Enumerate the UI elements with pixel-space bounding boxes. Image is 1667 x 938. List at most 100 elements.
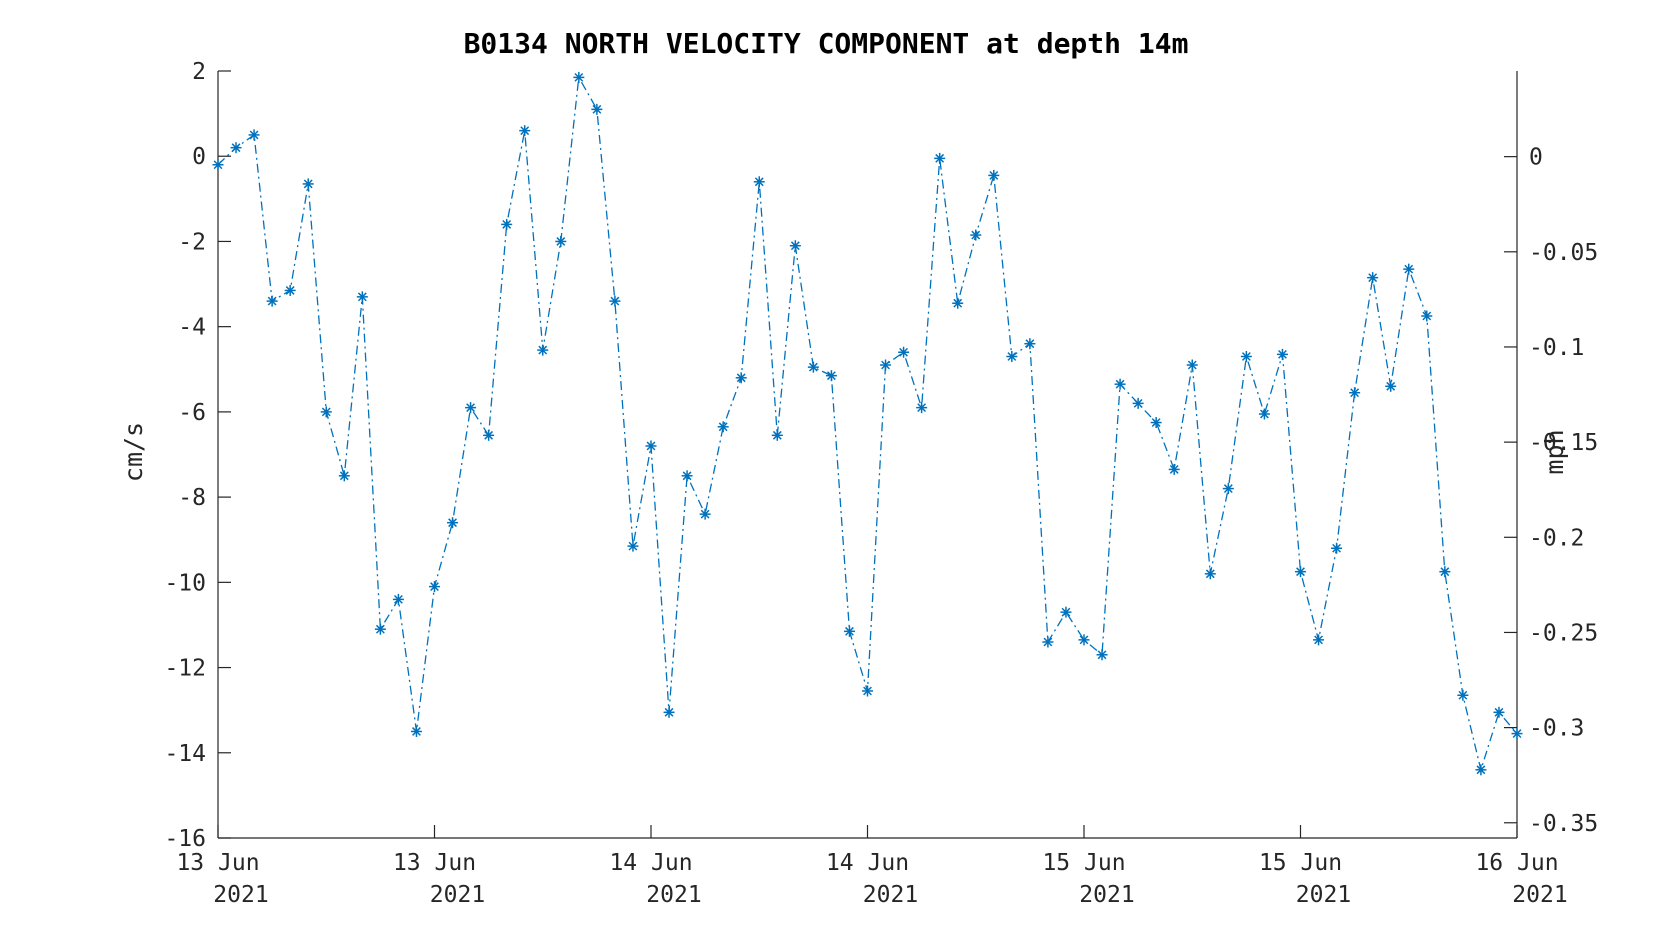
- marker-stroke: [881, 360, 890, 370]
- marker-stroke: [718, 422, 728, 432]
- marker-stroke: [375, 624, 385, 634]
- data-point-marker: [284, 284, 296, 296]
- series-line: [217, 75, 1518, 773]
- y-tick-label-left: -10: [164, 570, 206, 596]
- marker-stroke: [646, 441, 656, 451]
- data-point-marker: [483, 429, 495, 441]
- data-point-marker: [591, 103, 603, 115]
- data-point-marker: [789, 240, 801, 252]
- marker-stroke: [231, 143, 241, 153]
- x-tick-label-year: 2021: [213, 882, 268, 908]
- data-point-marker: [1240, 350, 1252, 362]
- y-axis-label-left: cm/s: [119, 422, 148, 482]
- x-tick-label-date: 16 Jun: [1475, 850, 1558, 876]
- marker-stroke: [213, 160, 223, 170]
- marker-stroke: [357, 292, 367, 302]
- data-point-marker: [825, 370, 837, 382]
- data-point-marker: [898, 346, 910, 358]
- marker-stroke: [249, 130, 259, 140]
- marker-stroke: [1043, 637, 1053, 647]
- data-point-marker: [1295, 566, 1306, 578]
- marker-stroke: [1025, 339, 1035, 349]
- data-point-marker: [410, 725, 422, 737]
- y-tick-label-left: -6: [178, 400, 206, 426]
- data-series: [212, 71, 1523, 776]
- data-point-marker: [1114, 378, 1126, 390]
- marker-stroke: [628, 541, 638, 551]
- marker-stroke: [1296, 567, 1305, 577]
- y-tick-label-left: -14: [164, 741, 206, 767]
- y-tick-label-left: 2: [192, 59, 206, 85]
- marker-stroke: [1368, 273, 1378, 283]
- data-point-marker: [988, 169, 1000, 181]
- y-tick-label-left: -2: [178, 229, 206, 255]
- marker-stroke: [700, 509, 710, 519]
- data-point-marker: [266, 295, 278, 307]
- marker-stroke: [1259, 409, 1269, 419]
- data-point-marker: [1150, 417, 1162, 429]
- marker-stroke: [1494, 707, 1504, 717]
- marker-stroke: [1151, 418, 1161, 427]
- y-tick-label-left: -16: [164, 826, 206, 852]
- data-point-marker: [1313, 634, 1325, 646]
- data-point-marker: [320, 406, 332, 418]
- marker-stroke: [899, 347, 909, 357]
- marker-stroke: [1169, 464, 1179, 474]
- marker-stroke: [664, 707, 674, 717]
- marker-stroke: [267, 296, 277, 306]
- marker-stroke: [520, 126, 530, 136]
- marker-stroke: [610, 296, 620, 306]
- x-tick-label-date: 15 Jun: [1042, 850, 1125, 876]
- data-point-marker: [465, 402, 477, 414]
- data-point-marker: [609, 295, 621, 307]
- marker-stroke: [412, 727, 421, 736]
- marker-stroke: [772, 430, 782, 440]
- y-tick-label-right: -0.3: [1529, 716, 1584, 742]
- y-tick-label-right: -0.35: [1529, 811, 1598, 837]
- marker-stroke: [1476, 765, 1486, 775]
- marker-stroke: [303, 179, 313, 189]
- data-point-marker: [392, 593, 404, 605]
- axes: 2 0 -2 -4 -6 -8 -10 -12 -14 -16 0 -0.05 -0.1 -0.15 -0.…: [164, 59, 1598, 908]
- marker-stroke: [1205, 569, 1215, 579]
- x-tick-label-date: 14 Jun: [826, 850, 909, 876]
- data-point-marker: [1006, 350, 1018, 362]
- marker-stroke: [393, 594, 403, 604]
- data-point-marker: [1403, 263, 1415, 275]
- marker-stroke: [989, 170, 999, 180]
- marker-stroke: [321, 407, 331, 417]
- marker-stroke: [1314, 635, 1323, 645]
- x-tick-label-year: 2021: [1512, 882, 1567, 908]
- marker-stroke: [1133, 398, 1143, 408]
- data-point-marker: [1096, 649, 1108, 661]
- x-tick-label-date: 15 Jun: [1259, 850, 1342, 876]
- marker-stroke: [448, 518, 457, 528]
- data-point-marker: [1457, 689, 1469, 701]
- data-point-marker: [1258, 408, 1270, 420]
- data-point-marker: [1060, 606, 1072, 618]
- data-point-marker: [880, 359, 892, 371]
- marker-stroke: [1115, 379, 1125, 389]
- data-point-marker: [916, 402, 928, 414]
- marker-stroke: [1241, 352, 1251, 361]
- marker-stroke: [1350, 388, 1360, 398]
- marker-stroke: [826, 371, 836, 381]
- data-point-marker: [447, 517, 459, 529]
- marker-stroke: [1079, 635, 1089, 645]
- marker-stroke: [592, 104, 602, 114]
- data-point-marker: [429, 581, 440, 593]
- data-point-marker: [573, 71, 585, 83]
- data-point-marker: [970, 229, 982, 241]
- marker-stroke: [808, 362, 818, 372]
- marker-stroke: [285, 286, 295, 295]
- data-point-marker: [1168, 463, 1180, 475]
- marker-stroke: [574, 72, 584, 82]
- data-point-marker: [1204, 568, 1216, 580]
- x-tick-label-year: 2021: [430, 882, 485, 908]
- data-point-marker: [248, 129, 260, 141]
- data-point-marker: [699, 508, 711, 520]
- data-point-marker: [519, 125, 531, 137]
- data-point-marker: [627, 540, 639, 552]
- y-tick-label-right: -0.05: [1529, 240, 1598, 266]
